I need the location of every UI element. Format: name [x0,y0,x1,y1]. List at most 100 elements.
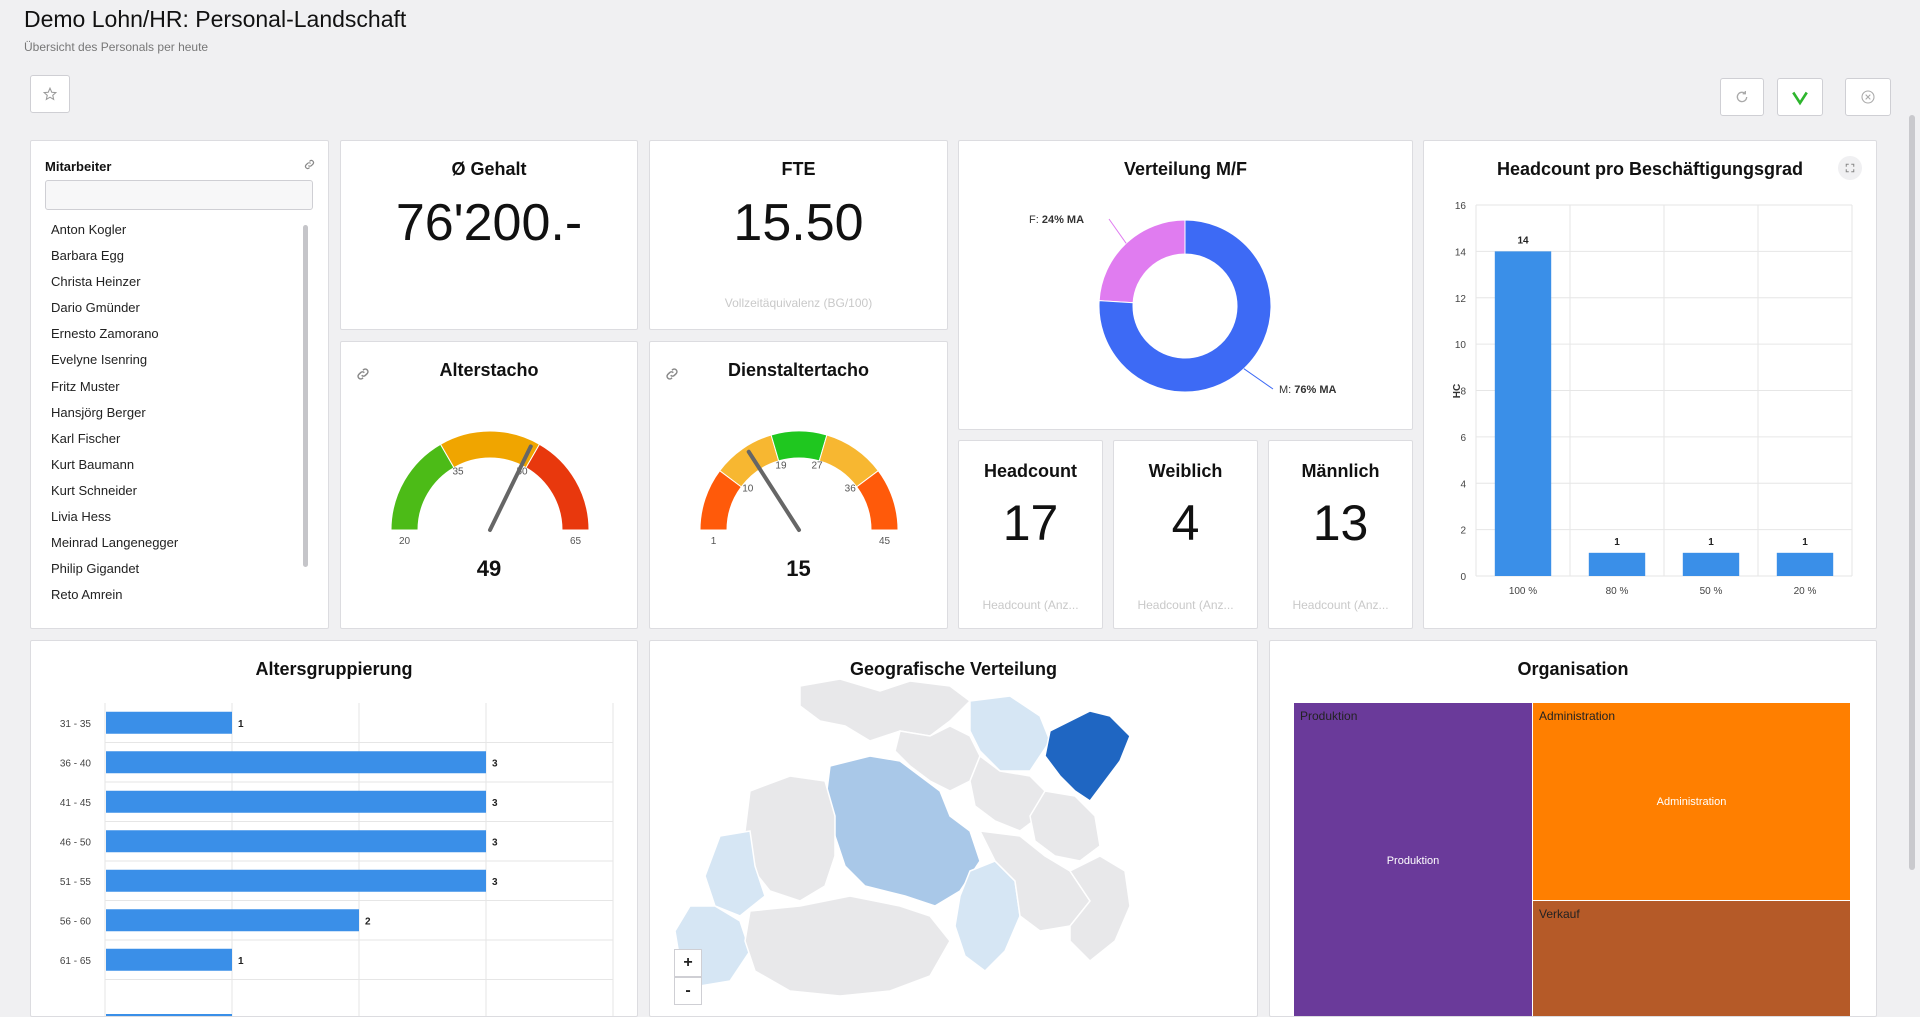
verteilung-donut: F: 24% MA M: 76% MA [1029,214,1337,396]
bar[interactable] [1588,552,1646,576]
mitarbeiter-list-item[interactable]: Evelyne Isenring [51,352,148,368]
mitarbeiter-list-item[interactable]: Anton Kogler [51,222,127,237]
verteilung-card: Verteilung M/F F: 24% MA M: 76% MA [958,140,1413,430]
dienstaltertacho-value: 15 [786,556,811,581]
map-region [1029,790,1101,862]
bar[interactable] [106,869,486,892]
gauge-band [770,430,828,462]
alter-title: Altersgruppierung [255,659,413,679]
dienstaltertacho-title: Dienstaltertacho [727,360,870,380]
mitarbeiter-list-item[interactable]: Fritz Muster [51,378,120,394]
mitarbeiter-title: Mitarbeiter [45,159,112,174]
mitarbeiter-list-item[interactable]: Hansjörg Berger [51,404,146,420]
donut-slice[interactable] [1098,219,1186,304]
gauge-tick-label: 65 [570,536,582,547]
maennlich-title: Männlich [1301,461,1380,481]
map-zoom-out-button[interactable]: - [674,977,702,1005]
bar[interactable] [1682,552,1740,576]
mitarbeiter-list-item[interactable]: Karl Fischer [51,430,121,446]
headcount-footnote: Headcount (Anz... [982,598,1079,612]
x-tick-label: 100 % [1509,586,1537,597]
page-scrollbar[interactable] [1909,115,1915,870]
fte-title: FTE [781,159,816,179]
bar[interactable] [106,751,486,774]
check-icon [1792,91,1808,106]
favorite-button[interactable] [30,75,70,113]
bar[interactable] [1776,552,1834,576]
y-tick-label: 4 [1460,479,1466,490]
y-tick-label: 36 - 40 [60,758,92,769]
gauge-tick-label: 36 [845,484,857,495]
y-tick-label: 46 - 50 [60,837,92,848]
y-tick-label: 16 [1455,201,1467,212]
gauge-needle [746,449,801,532]
gauge-tick-label: 35 [452,467,464,478]
map-zoom-in-button[interactable]: + [674,949,702,977]
alter-chart: 31 - 35 1 36 - 40 3 41 - 45 3 46 - 50 3 51 - 55 3… [60,703,614,1016]
y-tick-label: 6 [1460,433,1466,444]
x-tick-label: 50 % [1700,586,1723,597]
y-tick-label: 10 [1455,340,1467,351]
y-axis-label: HC [1452,384,1463,398]
fte-footnote: Vollzeitäquivalenz (BG/100) [724,296,873,310]
bar[interactable] [106,948,232,971]
y-tick-label: 41 - 45 [60,798,92,809]
treemap-node[interactable]: Verkauf [1533,901,1850,1016]
mitarbeiter-list-item[interactable]: Kurt Schneider [51,482,137,498]
link-icon[interactable] [355,366,371,382]
map-region [744,895,951,997]
bar[interactable] [106,711,232,734]
mitarbeiter-list-item[interactable]: Dario Gmünder [51,300,140,316]
mitarbeiter-list-item[interactable]: Reto Amrein [51,587,123,603]
bar-value-label: 1 [1708,537,1714,548]
treemap-node-label: Verkauf [1539,907,1580,921]
alterstacho-value: 49 [476,556,502,581]
mitarbeiter-search-input[interactable] [45,180,313,210]
link-icon[interactable] [664,366,680,382]
donut-label: F: 24% MA [1029,214,1084,226]
map-region [1044,710,1131,803]
map-region [704,830,766,917]
expand-button[interactable] [1838,156,1862,180]
geo-card: Geografische Verteilung + - [649,640,1258,1017]
y-tick-label: 0 [1460,572,1466,583]
mitarbeiter-list-item[interactable]: Meinrad Langenegger [51,535,179,551]
organisation-treemap: Produktion Produktion Administration Admini… [1294,703,1850,1016]
mitarbeiter-scrollbar[interactable] [303,225,308,567]
fte-card: FTE 15.50 Vollzeitäquivalenz (BG/100) [649,140,948,330]
treemap-node-label: Administration [1539,709,1616,723]
expand-icon [1845,163,1855,173]
bar[interactable] [106,790,486,813]
mitarbeiter-list-item[interactable]: Kurt Baumann [51,456,135,472]
y-tick-label: 12 [1455,294,1467,305]
bar[interactable] [1494,251,1552,576]
donut-slice[interactable] [1098,219,1272,393]
refresh-button[interactable] [1720,78,1764,116]
bar[interactable] [106,909,359,932]
mitarbeiter-list: Anton Kogler Barbara Egg Christa Heinzer Da… [51,222,178,613]
treemap-node[interactable]: Produktion Produktion [1294,703,1532,1016]
mitarbeiter-list-item[interactable]: Philip Gigandet [51,561,140,577]
treemap-node-inner-label: Produktion [1386,854,1440,867]
y-tick-label: 8 [1460,387,1466,398]
treemap-node[interactable]: Administration Administration [1533,703,1850,900]
mitarbeiter-panel: Mitarbeiter Anton Kogler Barbara Egg Chris… [30,140,329,629]
mitarbeiter-list-item[interactable]: Barbara Egg [51,248,124,264]
x-tick-label: 80 % [1606,586,1629,597]
confirm-button[interactable] [1777,78,1823,116]
link-icon[interactable] [303,158,316,171]
bar[interactable] [106,830,486,853]
y-tick-label: 61 - 65 [60,956,92,967]
page-title: Demo Lohn/HR: Personal-Landschaft [24,6,407,32]
gauge-tick-label: 10 [742,484,754,495]
mitarbeiter-list-item[interactable]: Ernesto Zamorano [51,326,159,342]
gauge-tick-label: 1 [711,536,717,547]
close-button[interactable] [1845,78,1891,116]
mitarbeiter-list-item[interactable]: Livia Hess [51,509,111,525]
page-subtitle: Übersicht des Personals per heute [24,40,209,54]
y-tick-label: 56 - 60 [60,916,92,927]
geo-title: Geografische Verteilung [849,659,1058,679]
headcount-title: Headcount [983,461,1077,481]
mitarbeiter-list-item[interactable]: Christa Heinzer [51,274,141,290]
organisation-card: Organisation Produktion Produktion Adminis… [1269,640,1877,1017]
